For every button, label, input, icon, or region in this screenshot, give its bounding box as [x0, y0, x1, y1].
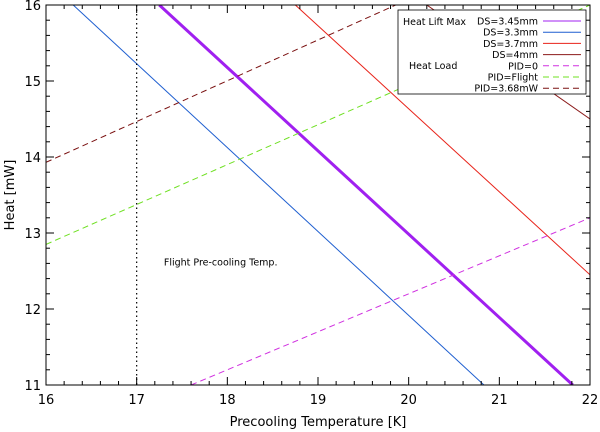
y-tick-label: 14 [24, 151, 41, 166]
x-tick-label: 16 [38, 393, 55, 408]
series-line-ds-3-45mm [158, 5, 574, 385]
series-line-ds-3-3mm [72, 5, 485, 385]
ticks-layer: 16 17 18 19 20 21 22 11 12 13 14 15 16 [24, 0, 598, 408]
x-axis-title: Precooling Temperature [K] [230, 415, 407, 430]
y-tick-label: 12 [24, 303, 41, 318]
legend-label-ds-3-3mm: DS=3.3mm [483, 28, 538, 39]
legend: Heat Lift Max Heat Load DS=3.45mmDS=3.3m… [397, 9, 587, 95]
legend-label-pid-3-68mw: PID=3.68mW [474, 84, 538, 95]
legend-box [397, 9, 587, 95]
legend-header-heat-load: Heat Load [409, 61, 457, 72]
x-tick-label: 17 [128, 393, 145, 408]
y-tick-label: 11 [24, 379, 41, 394]
series-line-pid-0 [190, 217, 590, 385]
legend-header-heat-lift: Heat Lift Max [403, 17, 466, 28]
legend-entries: DS=3.45mmDS=3.3mmDS=3.7mmDS=4mmPID=0PID=… [474, 17, 581, 95]
y-tick-label: 16 [24, 0, 41, 14]
x-tick-label: 21 [491, 393, 508, 408]
x-tick-label: 19 [310, 393, 327, 408]
x-tick-label: 22 [582, 393, 599, 408]
y-axis-title: Heat [mW] [3, 160, 18, 231]
legend-label-pid-0: PID=0 [508, 61, 538, 72]
legend-label-ds-3-7mm: DS=3.7mm [483, 39, 538, 50]
x-tick-label: 20 [400, 393, 417, 408]
legend-label-ds-3-45mm: DS=3.45mm [477, 17, 538, 28]
y-tick-label: 13 [24, 227, 41, 242]
y-tick-label: 15 [24, 75, 41, 90]
legend-label-ds-4mm: DS=4mm [492, 50, 538, 61]
series-line-ds-3-7mm [294, 5, 590, 276]
x-tick-label: 18 [219, 393, 236, 408]
legend-label-pid-flight: PID=Flight [488, 73, 539, 84]
annotation-flight-precooling: Flight Pre-cooling Temp. [164, 258, 278, 269]
